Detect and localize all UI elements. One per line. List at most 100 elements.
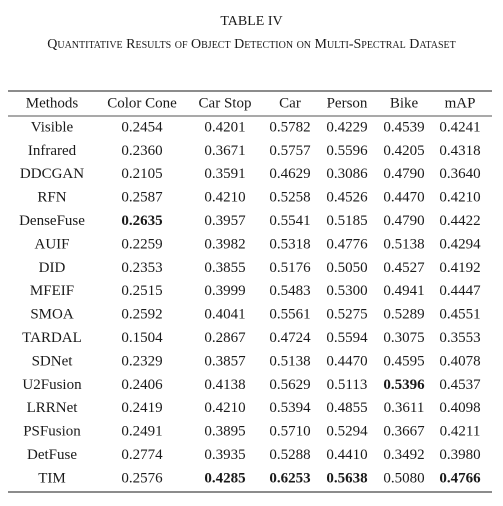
- score-cell: 0.5138: [383, 236, 424, 252]
- score-cell: 0.2592: [121, 307, 162, 323]
- score-cell: 0.2491: [121, 424, 162, 440]
- header-cell: mAP: [445, 95, 476, 111]
- score-cell: 0.5176: [269, 260, 311, 276]
- score-cell: 0.2576: [121, 470, 163, 486]
- score-cell: 0.4941: [383, 283, 424, 299]
- score-cell: 0.3611: [384, 400, 425, 416]
- score-cell: 0.4766: [439, 470, 481, 486]
- score-cell: 0.4527: [383, 260, 425, 276]
- score-cell: 0.3591: [204, 166, 245, 182]
- score-cell: 0.4539: [383, 119, 424, 135]
- score-cell: 0.4410: [326, 447, 367, 463]
- score-cell: 0.2353: [121, 260, 162, 276]
- score-cell: 0.5483: [269, 283, 310, 299]
- score-cell: 0.5138: [269, 353, 310, 369]
- score-cell: 0.3075: [383, 330, 424, 346]
- score-cell: 0.3492: [383, 447, 424, 463]
- score-cell: 0.3855: [204, 260, 245, 276]
- score-cell: 0.5710: [269, 424, 310, 440]
- score-cell: 0.4551: [439, 307, 480, 323]
- method-name: Infrared: [28, 143, 77, 159]
- score-cell: 0.5561: [269, 307, 310, 323]
- score-cell: 0.2406: [121, 377, 163, 393]
- score-cell: 0.5394: [269, 400, 311, 416]
- score-cell: 0.4078: [439, 353, 480, 369]
- header-cell: Person: [327, 95, 368, 111]
- score-cell: 0.3982: [204, 236, 245, 252]
- score-cell: 0.2587: [121, 190, 163, 206]
- method-name: DDCGAN: [20, 166, 84, 182]
- score-cell: 0.4294: [439, 236, 481, 252]
- header-cell: Bike: [390, 95, 419, 111]
- method-name: PSFusion: [23, 424, 81, 440]
- score-cell: 0.5782: [269, 119, 310, 135]
- score-cell: 0.3980: [439, 447, 480, 463]
- method-name: SMOA: [30, 307, 74, 323]
- score-cell: 0.2515: [121, 283, 162, 299]
- score-cell: 0.5288: [269, 447, 310, 463]
- score-cell: 0.4138: [204, 377, 245, 393]
- score-cell: 0.4285: [204, 470, 245, 486]
- score-cell: 0.4595: [383, 353, 424, 369]
- score-cell: 0.4537: [439, 377, 481, 393]
- score-cell: 0.3671: [204, 143, 245, 159]
- score-cell: 0.5294: [326, 424, 368, 440]
- score-cell: 0.4201: [204, 119, 245, 135]
- method-name: TARDAL: [22, 330, 82, 346]
- score-cell: 0.4318: [439, 143, 480, 159]
- score-cell: 0.3640: [439, 166, 480, 182]
- score-cell: 0.5757: [269, 143, 311, 159]
- header-cell: Car Stop: [199, 95, 252, 111]
- score-cell: 0.4098: [439, 400, 480, 416]
- score-cell: 0.5113: [327, 377, 368, 393]
- method-name: MFEIF: [30, 283, 74, 299]
- score-cell: 0.3553: [439, 330, 480, 346]
- score-cell: 0.2105: [121, 166, 162, 182]
- score-cell: 0.5289: [383, 307, 424, 323]
- score-cell: 0.4210: [439, 190, 480, 206]
- method-name: LRRNet: [27, 400, 79, 416]
- score-cell: 0.5318: [269, 236, 310, 252]
- method-name: Visible: [31, 119, 74, 135]
- score-cell: 0.3857: [204, 353, 246, 369]
- header-cell: Color Cone: [107, 95, 177, 111]
- score-cell: 0.4790: [383, 166, 424, 182]
- score-cell: 0.1504: [121, 330, 163, 346]
- method-name: SDNet: [32, 353, 74, 369]
- score-cell: 0.5396: [383, 377, 425, 393]
- score-cell: 0.5300: [326, 283, 367, 299]
- table-title: TABLE IV: [220, 14, 283, 29]
- score-cell: 0.5185: [326, 213, 367, 229]
- score-cell: 0.5594: [326, 330, 368, 346]
- score-cell: 0.2360: [121, 143, 162, 159]
- score-cell: 0.3086: [326, 166, 368, 182]
- score-cell: 0.2635: [121, 213, 162, 229]
- score-cell: 0.2867: [204, 330, 246, 346]
- score-cell: 0.3957: [204, 213, 246, 229]
- score-cell: 0.5050: [326, 260, 367, 276]
- score-cell: 0.4210: [204, 190, 245, 206]
- score-cell: 0.3999: [204, 283, 245, 299]
- score-cell: 0.2259: [121, 236, 162, 252]
- score-cell: 0.4629: [269, 166, 310, 182]
- score-cell: 0.4241: [439, 119, 480, 135]
- score-cell: 0.4422: [439, 213, 480, 229]
- score-cell: 0.5275: [326, 307, 367, 323]
- table-caption: Quantitative Results of Object Detection…: [47, 37, 456, 52]
- score-cell: 0.2774: [121, 447, 163, 463]
- score-cell: 0.4526: [326, 190, 368, 206]
- score-cell: 0.6253: [269, 470, 310, 486]
- score-cell: 0.4724: [269, 330, 311, 346]
- score-cell: 0.2329: [121, 353, 162, 369]
- score-cell: 0.4041: [204, 307, 245, 323]
- score-cell: 0.4470: [326, 353, 367, 369]
- method-name: U2Fusion: [22, 377, 82, 393]
- score-cell: 0.5596: [326, 143, 368, 159]
- score-cell: 0.2419: [121, 400, 162, 416]
- score-cell: 0.5080: [383, 470, 424, 486]
- score-cell: 0.4470: [383, 190, 424, 206]
- score-cell: 0.4447: [439, 283, 481, 299]
- method-name: RFN: [37, 190, 66, 206]
- score-cell: 0.4192: [439, 260, 480, 276]
